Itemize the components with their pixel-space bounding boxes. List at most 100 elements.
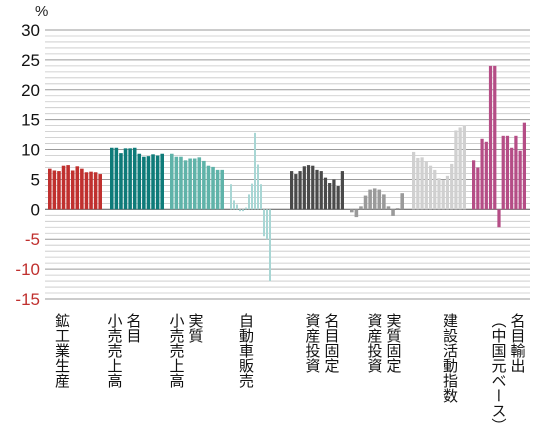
gridlines [45, 29, 530, 300]
y-tick-label: 15 [21, 111, 40, 130]
bar [472, 160, 476, 210]
bar [514, 135, 518, 210]
bar [170, 153, 174, 210]
category-label: 名目輸出 [509, 313, 527, 373]
bar [319, 171, 323, 210]
bar [480, 138, 484, 210]
bar [510, 147, 514, 210]
bar [263, 209, 265, 237]
bar [433, 169, 437, 210]
category-label: 鉱工業生産 [53, 312, 71, 389]
bar [412, 151, 416, 210]
bar [484, 141, 488, 210]
bar [476, 167, 480, 210]
bar [458, 127, 462, 210]
bar [61, 165, 66, 210]
bar [137, 153, 142, 210]
bar [363, 195, 368, 210]
bar [328, 183, 332, 210]
bar [441, 180, 445, 210]
bar [462, 125, 466, 210]
bar [354, 209, 359, 218]
bar [57, 171, 61, 210]
bar [114, 147, 119, 210]
bar [197, 157, 202, 210]
y-tick-label: 5 [31, 170, 40, 189]
category-label: 資産投資 [366, 313, 384, 373]
bar [142, 156, 146, 210]
bar [242, 209, 244, 212]
bar [123, 148, 128, 210]
category-label: 小売売上高 [168, 313, 186, 388]
bar [260, 184, 262, 210]
y-unit-label: % [35, 3, 48, 20]
bar [245, 207, 247, 210]
bar [372, 188, 377, 210]
bar [119, 153, 123, 210]
category-label: 小売売上高 [106, 313, 124, 388]
bar [146, 156, 151, 210]
bar [450, 163, 454, 210]
bar [236, 204, 238, 210]
category-label: （中国元ベース） [490, 313, 508, 432]
bar-group [350, 188, 404, 218]
y-tick-label: 20 [21, 81, 40, 100]
bar [251, 183, 253, 210]
bar [257, 164, 259, 210]
bar [128, 148, 132, 210]
bar [248, 194, 250, 210]
bar [454, 130, 458, 210]
category-label: 実質 [187, 313, 205, 343]
bar [400, 193, 404, 210]
bar [294, 174, 298, 210]
category-label: 名目 [125, 313, 143, 343]
bar [192, 158, 197, 210]
bar-group [472, 65, 526, 228]
bar [437, 178, 441, 210]
bar [151, 154, 155, 210]
bar [110, 147, 114, 210]
bar [239, 209, 241, 212]
bar [522, 122, 526, 210]
category-label: 実質固定 [385, 313, 403, 374]
bar [306, 165, 311, 210]
bar [420, 157, 424, 210]
bar [84, 172, 89, 210]
bar [254, 132, 256, 210]
bar-group [48, 165, 102, 210]
bar [93, 172, 98, 210]
bar [497, 209, 501, 228]
bar [98, 174, 102, 210]
bar [298, 171, 302, 210]
bar [377, 189, 382, 210]
y-tick-label: 10 [21, 141, 40, 160]
bar-group [110, 147, 164, 210]
bar [290, 171, 294, 210]
bar [269, 209, 271, 282]
bar [230, 184, 232, 210]
bar [66, 165, 70, 210]
bar [311, 165, 315, 210]
bar [391, 209, 395, 216]
bar [445, 175, 450, 210]
bar [488, 65, 493, 210]
bar [501, 135, 505, 210]
bar [359, 206, 363, 210]
y-tick-label: 25 [21, 51, 40, 70]
bar [202, 160, 206, 210]
y-tick-label: -15 [15, 290, 40, 309]
bar [183, 160, 188, 210]
bar [424, 161, 428, 210]
bar [315, 169, 319, 210]
bar [179, 156, 183, 210]
category-label: 建設活動指数 [441, 313, 459, 403]
bar [233, 200, 235, 210]
bar [89, 171, 93, 210]
bar [382, 194, 386, 210]
bar [132, 147, 137, 210]
bar [428, 165, 433, 210]
bar [266, 209, 268, 240]
bar [505, 135, 510, 210]
bar-group [290, 165, 344, 210]
